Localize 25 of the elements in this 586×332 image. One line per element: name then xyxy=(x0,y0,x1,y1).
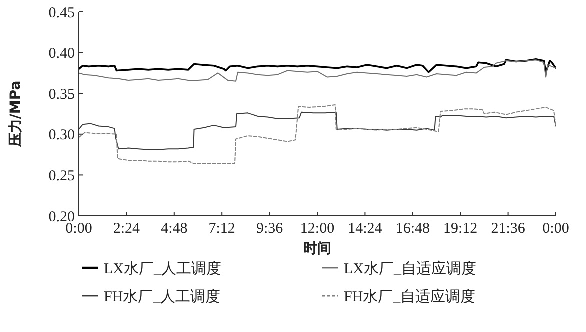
x-tick-label: 0:00 xyxy=(66,221,92,237)
x-tick-label: 9:36 xyxy=(256,221,284,237)
legend-label: LX水厂_自适应调度 xyxy=(344,260,476,278)
x-tick-label: 4:48 xyxy=(161,221,188,237)
x-tick-label: 21:36 xyxy=(491,221,526,237)
y-tick-label: 0.30 xyxy=(48,128,75,144)
line-series xyxy=(79,58,556,74)
y-axis-title: 压力/MPa xyxy=(8,80,24,148)
legend-label: FH水厂_人工调度 xyxy=(104,288,221,306)
legend-label: FH水厂_自适应调度 xyxy=(344,288,476,306)
y-tick-label: 0.35 xyxy=(48,86,75,103)
x-tick-label: 19:12 xyxy=(444,221,478,237)
x-tick-label: 7:12 xyxy=(208,221,236,237)
y-tick-label: 0.40 xyxy=(48,46,75,62)
y-tick-label: 0.45 xyxy=(48,5,75,22)
x-tick-label: 2:24 xyxy=(113,221,141,237)
x-axis-title: 时间 xyxy=(304,241,332,257)
y-tick-label: 0.25 xyxy=(48,168,75,184)
legend-label: LX水厂_人工调度 xyxy=(104,260,222,278)
line-series xyxy=(79,104,556,164)
x-tick-label: 0:00 xyxy=(542,221,570,237)
x-tick-label: 12:00 xyxy=(300,221,335,237)
x-tick-label: 14:24 xyxy=(348,221,383,237)
x-tick-label: 16:48 xyxy=(396,221,430,237)
line-series xyxy=(79,60,556,82)
